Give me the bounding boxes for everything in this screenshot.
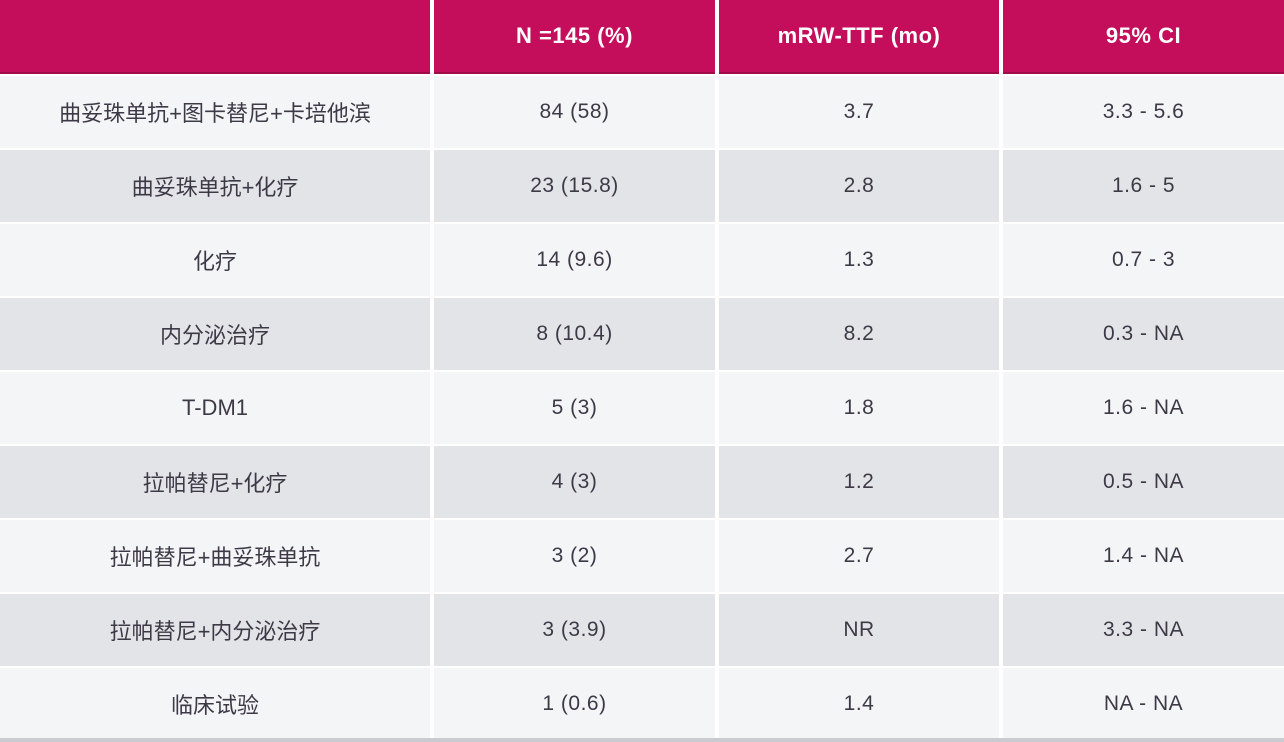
cell-n: 14 (9.6): [434, 224, 715, 296]
cell-mrw-ttf: 1.4: [719, 668, 999, 738]
row-label: 内分泌治疗: [0, 298, 430, 370]
cell-ci: NA - NA: [1003, 668, 1284, 738]
row-label: 拉帕替尼+内分泌治疗: [0, 594, 430, 666]
cell-ci: 3.3 - 5.6: [1003, 76, 1284, 148]
cell-mrw-ttf: 1.3: [719, 224, 999, 296]
cell-ci: 1.6 - 5: [1003, 150, 1284, 222]
row-label: 拉帕替尼+曲妥珠单抗: [0, 520, 430, 592]
cell-n: 3 (2): [434, 520, 715, 592]
cell-n: 84 (58): [434, 76, 715, 148]
cell-n: 1 (0.6): [434, 668, 715, 738]
cell-mrw-ttf: 2.7: [719, 520, 999, 592]
cell-ci: 0.7 - 3: [1003, 224, 1284, 296]
header-cell-treatment: [0, 0, 430, 74]
cell-ci: 3.3 - NA: [1003, 594, 1284, 666]
header-cell-n: N =145 (%): [434, 0, 715, 74]
cell-ci: 0.5 - NA: [1003, 446, 1284, 518]
row-label: 拉帕替尼+化疗: [0, 446, 430, 518]
cell-ci: 1.6 - NA: [1003, 372, 1284, 444]
cell-n: 8 (10.4): [434, 298, 715, 370]
row-label: T-DM1: [0, 372, 430, 444]
cell-n: 3 (3.9): [434, 594, 715, 666]
cell-n: 4 (3): [434, 446, 715, 518]
cell-mrw-ttf: 1.8: [719, 372, 999, 444]
cell-mrw-ttf: NR: [719, 594, 999, 666]
row-label: 曲妥珠单抗+图卡替尼+卡培他滨: [0, 76, 430, 148]
cell-n: 5 (3): [434, 372, 715, 444]
cell-mrw-ttf: 3.7: [719, 76, 999, 148]
row-label: 曲妥珠单抗+化疗: [0, 150, 430, 222]
cell-mrw-ttf: 8.2: [719, 298, 999, 370]
row-label: 化疗: [0, 224, 430, 296]
cell-mrw-ttf: 2.8: [719, 150, 999, 222]
header-cell-ci: 95% CI: [1003, 0, 1284, 74]
cell-ci: 0.3 - NA: [1003, 298, 1284, 370]
cell-ci: 1.4 - NA: [1003, 520, 1284, 592]
cell-mrw-ttf: 1.2: [719, 446, 999, 518]
row-label: 临床试验: [0, 668, 430, 738]
cell-n: 23 (15.8): [434, 150, 715, 222]
header-cell-mrw-ttf: mRW-TTF (mo): [719, 0, 999, 74]
